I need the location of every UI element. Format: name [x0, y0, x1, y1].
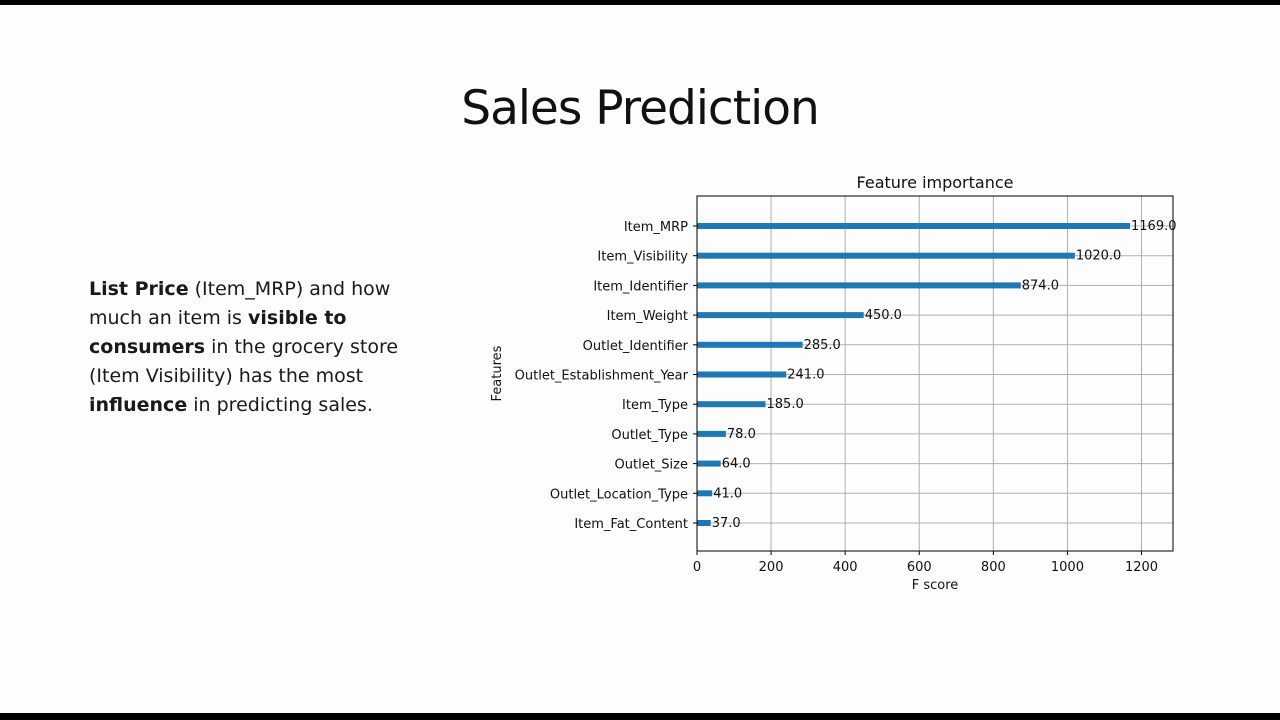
- y-category-label: Item_Visibility: [597, 250, 688, 265]
- y-category-label: Item_Fat_Content: [574, 517, 688, 532]
- y-category-label: Item_Identifier: [593, 279, 688, 294]
- bar-item-type: [697, 401, 766, 408]
- y-category-label: Outlet_Establishment_Year: [515, 369, 689, 384]
- y-category-label: Item_Type: [622, 398, 688, 413]
- bar-item-identifier: [697, 282, 1021, 289]
- bar-value-label: 285.0: [804, 338, 841, 353]
- bar-value-label: 185.0: [767, 397, 804, 412]
- bar-value-label: 1020.0: [1076, 249, 1122, 264]
- y-category-label: Item_MRP: [624, 220, 688, 235]
- bar-item-mrp: [697, 223, 1131, 229]
- y-category-label: Outlet_Type: [611, 428, 688, 443]
- x-tick-label: 1200: [1125, 560, 1158, 575]
- slide-title: Sales Prediction: [461, 81, 820, 136]
- chart-y-axis-label: Features: [490, 345, 505, 401]
- bar-item-visibility: [697, 252, 1075, 259]
- y-category-label: Outlet_Identifier: [583, 339, 689, 354]
- slide-body-text: List Price (Item_MRP) and how much an it…: [89, 275, 429, 420]
- bar-item-fat-content: [697, 520, 711, 526]
- slide: Sales Prediction List Price (Item_MRP) a…: [0, 5, 1280, 713]
- feature-importance-chart: 0 200 400 600 800 1000 1200 Item_MRP 1169.0 Item_…: [490, 173, 1177, 593]
- chart-labels: 0 200 400 600 800 1000 1200 Item_MRP 1169.0 Item_…: [515, 219, 1177, 575]
- bar-value-label: 41.0: [713, 486, 742, 501]
- bar-outlet-identifier: [697, 341, 803, 348]
- bar-value-label: 241.0: [787, 368, 824, 383]
- y-category-label: Outlet_Location_Type: [550, 487, 688, 502]
- bar-value-label: 78.0: [727, 427, 756, 442]
- bar-value-label: 64.0: [722, 457, 751, 472]
- x-tick-label: 400: [833, 560, 858, 575]
- bar-outlet-size: [697, 460, 721, 467]
- chart-bars: [697, 223, 1131, 526]
- body-bold-list-price: List Price: [89, 278, 189, 300]
- y-category-label: Item_Weight: [607, 309, 688, 324]
- chart-title: Feature importance: [857, 173, 1014, 192]
- bar-outlet-establishment-year: [697, 371, 787, 378]
- x-tick-label: 0: [693, 560, 701, 575]
- body-bold-influence: influence: [89, 394, 188, 416]
- chart-plot-frame: [696, 195, 1174, 552]
- bar-value-label: 1169.0: [1131, 219, 1177, 234]
- bar-outlet-location-type: [697, 490, 713, 497]
- x-tick-label: 200: [759, 560, 784, 575]
- body-text-part-6: in predicting sales.: [187, 394, 373, 416]
- bar-value-label: 874.0: [1022, 278, 1059, 293]
- bar-value-label: 450.0: [865, 308, 902, 323]
- chart-x-axis-label: F score: [912, 578, 959, 593]
- body-bold-visible: visible to consumers: [89, 307, 347, 358]
- body-text-part-2: (Item_MRP) and how much an item is: [89, 278, 391, 329]
- x-tick-label: 1000: [1051, 560, 1084, 575]
- body-text-part-4: in the grocery store (Item Visibility) h…: [89, 336, 399, 387]
- y-category-label: Outlet_Size: [615, 458, 688, 473]
- bar-value-label: 37.0: [712, 516, 741, 531]
- bar-item-weight: [697, 312, 864, 319]
- x-tick-label: 800: [981, 560, 1006, 575]
- bar-outlet-type: [697, 430, 726, 437]
- x-tick-label: 600: [907, 560, 932, 575]
